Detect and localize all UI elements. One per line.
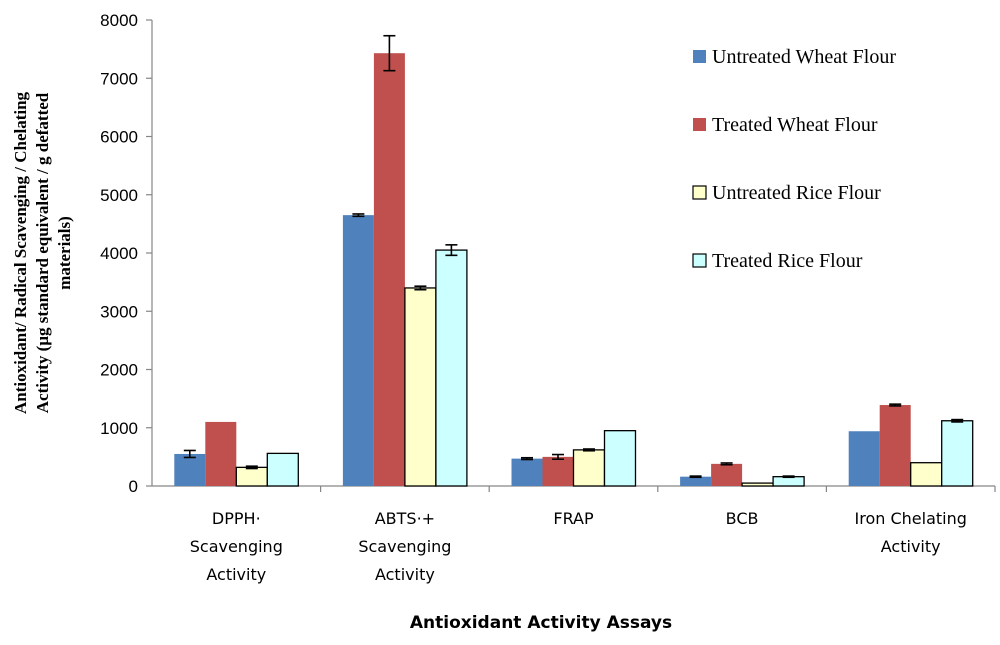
y-tick-label: 1000 — [100, 419, 138, 438]
bar-treated-wheat-flour — [879, 405, 911, 486]
y-tick-label: 8000 — [100, 11, 138, 30]
bar-untreated-rice-flour — [741, 482, 774, 487]
category-label: Activity — [375, 565, 435, 584]
legend-swatch — [692, 185, 707, 200]
error-bars-group — [183, 34, 964, 479]
y-tick-label: 5000 — [100, 186, 138, 205]
category-label: FRAP — [553, 509, 594, 528]
bar-untreated-wheat-flour — [680, 476, 712, 486]
bar-untreated-rice-flour — [235, 466, 268, 487]
bar-treated-wheat-flour — [711, 463, 743, 486]
bar-treated-rice-flour — [266, 452, 299, 487]
legend-label: Untreated Rice Flour — [712, 182, 881, 204]
bar-untreated-wheat-flour — [342, 215, 374, 486]
category-label: Scavenging — [190, 537, 283, 556]
bar-treated-rice-flour — [772, 476, 805, 487]
category-labels: DPPH· Scavenging Activity ABTS·+ Scavenging A… — [190, 509, 967, 584]
y-tick-labels: 0 1000 2000 3000 4000 5000 6000 7000 8000 — [100, 11, 138, 496]
bar-untreated-wheat-flour — [848, 431, 880, 486]
axes — [146, 19, 996, 492]
bar-treated-rice-flour — [603, 430, 637, 487]
y-axis-label: Antioxidant/ Radical Scavenging / Chelat… — [11, 91, 74, 414]
bar-treated-rice-flour — [435, 249, 468, 487]
category-label: Iron Chelating — [855, 509, 967, 528]
legend: Untreated Wheat Flour Treated Wheat Flour… — [692, 46, 896, 272]
x-axis-label: Antioxidant Activity Assays — [410, 613, 672, 633]
legend-label: Treated Rice Flour — [712, 250, 863, 272]
y-axis-label-line: Antioxidant/ Radical Scavenging / Chelat… — [11, 91, 30, 414]
category-label: Activity — [881, 537, 941, 556]
bar-untreated-rice-flour — [404, 287, 437, 487]
category-label: BCB — [726, 509, 759, 528]
y-tick-label: 7000 — [100, 69, 138, 88]
bar-treated-rice-flour — [941, 420, 974, 487]
legend-label: Treated Wheat Flour — [712, 114, 878, 136]
category-label: DPPH· — [212, 509, 261, 528]
legend-swatch — [693, 118, 706, 131]
category-label: ABTS·+ — [375, 509, 435, 528]
y-axis-label-line: Activity (µg standard equivalent / g def… — [33, 92, 52, 413]
category-label: Activity — [206, 565, 266, 584]
y-tick-label: 2000 — [100, 361, 138, 380]
y-axis-label-line: materials) — [55, 216, 74, 290]
legend-swatch — [692, 253, 707, 268]
y-tick-label: 4000 — [100, 244, 138, 263]
bar-untreated-rice-flour — [910, 462, 943, 487]
y-tick-label: 0 — [129, 477, 138, 496]
y-tick-label: 6000 — [100, 128, 138, 147]
bars-group — [174, 53, 974, 487]
legend-label: Untreated Wheat Flour — [712, 46, 896, 68]
bar-untreated-wheat-flour — [174, 453, 206, 486]
bar-treated-wheat-flour — [205, 421, 237, 486]
bar-treated-wheat-flour — [373, 53, 405, 486]
category-label: Scavenging — [358, 537, 451, 556]
y-tick-label: 3000 — [100, 302, 138, 321]
bar-treated-wheat-flour — [542, 456, 574, 486]
bar-untreated-rice-flour — [572, 449, 606, 487]
legend-swatch — [693, 50, 706, 63]
bar-untreated-wheat-flour — [511, 458, 543, 486]
